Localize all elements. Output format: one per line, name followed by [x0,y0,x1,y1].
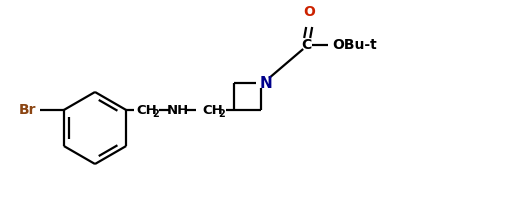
Text: CH: CH [203,103,223,116]
Text: OBu-t: OBu-t [332,38,376,52]
Text: Br: Br [19,103,37,117]
Text: 2: 2 [152,109,159,119]
Text: C: C [301,38,311,52]
Text: NH: NH [167,103,189,116]
Text: CH: CH [137,103,158,116]
Text: O: O [303,5,315,19]
Text: N: N [260,75,272,90]
Text: 2: 2 [218,109,224,119]
